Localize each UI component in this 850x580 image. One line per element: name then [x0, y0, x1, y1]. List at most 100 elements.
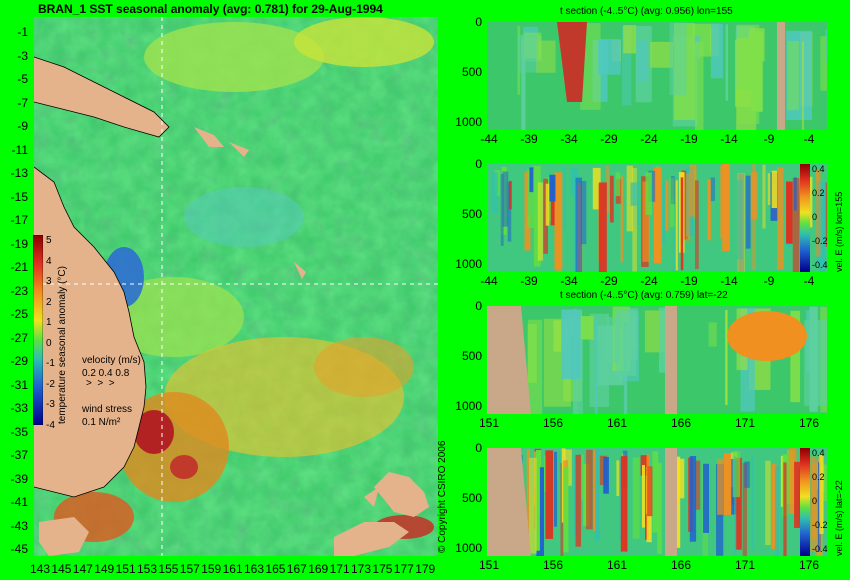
map-lat-tick: -21: [10, 260, 28, 274]
panel-y-tick: 500: [461, 207, 482, 221]
panel-title: t section (-4..5°C) (avg: 0.956) lon=155: [560, 6, 733, 17]
map-lon-tick: 179: [415, 562, 436, 576]
panel-y-tick: 1000: [455, 115, 482, 129]
map-lon-tick: 177: [393, 562, 414, 576]
nz-north-landmass: [374, 472, 429, 517]
map-lat-tick: -41: [10, 495, 28, 509]
velocity-colorbar-tick: -0.2: [812, 520, 828, 530]
panel-x-tick: -39: [520, 274, 538, 288]
map-colorbar-tick: -3: [46, 399, 55, 410]
map-colorbar-label: temperature seasonal anomaly (°C): [57, 266, 68, 424]
map-lon-tick: 171: [329, 562, 350, 576]
map-colorbar-tick: -1: [46, 358, 55, 369]
map-lon-tick: 155: [158, 562, 179, 576]
velocity-colorbar-tick: 0.2: [812, 188, 825, 198]
map-lon-tick: 165: [265, 562, 286, 576]
map-lat-tick: -3: [17, 48, 28, 63]
panel-y-tick: 0: [475, 441, 482, 455]
panel-x-tick: 156: [542, 416, 564, 430]
map-lon-tick: 159: [201, 562, 222, 576]
map-lat-tick: -33: [10, 401, 28, 415]
map-lat-tick: -31: [10, 377, 28, 392]
panel-y-tick: 0: [475, 299, 482, 313]
panel-x-tick: -14: [720, 132, 738, 146]
panel-x-tick: -19: [680, 274, 698, 288]
map-colorbar-tick: 2: [46, 296, 52, 308]
panel-x-tick: -34: [560, 132, 578, 146]
section-heatmap: [487, 164, 827, 272]
map-lon-tick: 143: [30, 562, 51, 576]
png-landmass: [34, 57, 169, 137]
panel-x-tick: 151: [478, 416, 500, 430]
panel-x-tick: -39: [520, 132, 538, 146]
map-lon-tick: 153: [137, 562, 158, 576]
map-lat-tick: -7: [17, 95, 28, 110]
map-lon-tick: 147: [72, 562, 93, 576]
velocity-colorbar-tick: 0.4: [812, 164, 825, 174]
velocity-colorbar-tick: 0: [812, 496, 818, 506]
velocity-arrows: > > >: [86, 378, 115, 389]
velocity-colorbar: [800, 164, 810, 272]
map-colorbar-tick: 1: [46, 317, 52, 328]
panel-y-tick: 1000: [455, 541, 482, 555]
panel-x-tick: 171: [734, 558, 756, 572]
section-heatmap: [487, 22, 827, 130]
map-title: BRAN_1 SST seasonal anomaly (avg: 0.781)…: [38, 2, 383, 16]
map-lon-tick: 161: [222, 562, 243, 576]
panel-x-tick: -44: [480, 132, 498, 146]
panel-x-tick: -34: [560, 274, 578, 288]
map-lon-tick: 163: [244, 562, 265, 576]
panel-x-tick: -14: [720, 274, 738, 288]
map-lon-tick: 145: [51, 562, 72, 576]
map-lat-tick: -43: [10, 518, 28, 533]
section-heatmap: [487, 448, 827, 556]
panel-y-tick: 1000: [455, 257, 482, 271]
map-lon-tick: 167: [286, 562, 307, 576]
map-colorbar-tick: 4: [46, 255, 52, 267]
wind-stress-value: 0.1 N/m²: [82, 417, 121, 428]
map-lat-tick: -19: [10, 236, 28, 251]
map-lat-tick: -9: [17, 119, 28, 133]
copyright-text: © Copyright CSIRO 2006: [437, 440, 448, 553]
velocity-colorbar-tick: -0.2: [812, 236, 828, 246]
map-lat-tick: -27: [10, 330, 28, 345]
map-lat-tick: -5: [17, 72, 28, 86]
nz-south-landmass: [334, 522, 409, 556]
map-colorbar: [33, 235, 43, 425]
panel-y-tick: 1000: [455, 399, 482, 413]
velocity-colorbar-tick: 0.2: [812, 472, 825, 482]
panel-x-tick: -9: [763, 132, 775, 146]
panel-y-tick: 0: [475, 157, 482, 171]
map-lat-tick: -23: [10, 283, 28, 298]
map-lon-tick: 175: [372, 562, 393, 576]
sst-anomaly-map: [34, 17, 438, 556]
panel-x-tick: -4: [803, 274, 815, 288]
velocity-colorbar-label: vel. E (m/s) lat=-22: [834, 480, 844, 556]
velocity-colorbar: [800, 448, 810, 556]
map-lat-tick: -25: [10, 307, 28, 321]
panel-x-tick: -9: [763, 274, 775, 288]
panel-x-tick: -19: [680, 132, 698, 146]
australia-landmass: [34, 167, 146, 497]
panel-x-tick: 171: [734, 416, 756, 430]
panel-x-tick: 161: [606, 416, 628, 430]
map-lon-tick: 149: [94, 562, 115, 576]
map-lon-tick: 151: [115, 562, 136, 576]
wind-stress-label: wind stress: [82, 404, 133, 415]
panel-x-tick: 176: [798, 558, 820, 572]
velocity-colorbar-label: vel. E (m/s) lon=155: [834, 191, 844, 272]
map-lat-tick: -11: [11, 142, 28, 157]
map-lat-tick: -13: [10, 166, 28, 180]
panel-y-tick: 0: [475, 15, 482, 29]
panel-title: t section (-4..5°C) (avg: 0.759) lat=-22: [560, 290, 728, 301]
map-lat-tick: -15: [10, 189, 28, 204]
panel-x-tick: -44: [480, 274, 498, 288]
map-lon-tick: 157: [179, 562, 200, 576]
map-colorbar-tick: 3: [46, 276, 52, 287]
panel-y-tick: 500: [461, 349, 482, 363]
section-heatmap: [487, 306, 827, 414]
map-lat-tick: -39: [10, 471, 28, 486]
panel-x-tick: 166: [670, 558, 692, 572]
panel-x-tick: -24: [640, 274, 658, 288]
map-colorbar-tick: -4: [46, 419, 55, 431]
